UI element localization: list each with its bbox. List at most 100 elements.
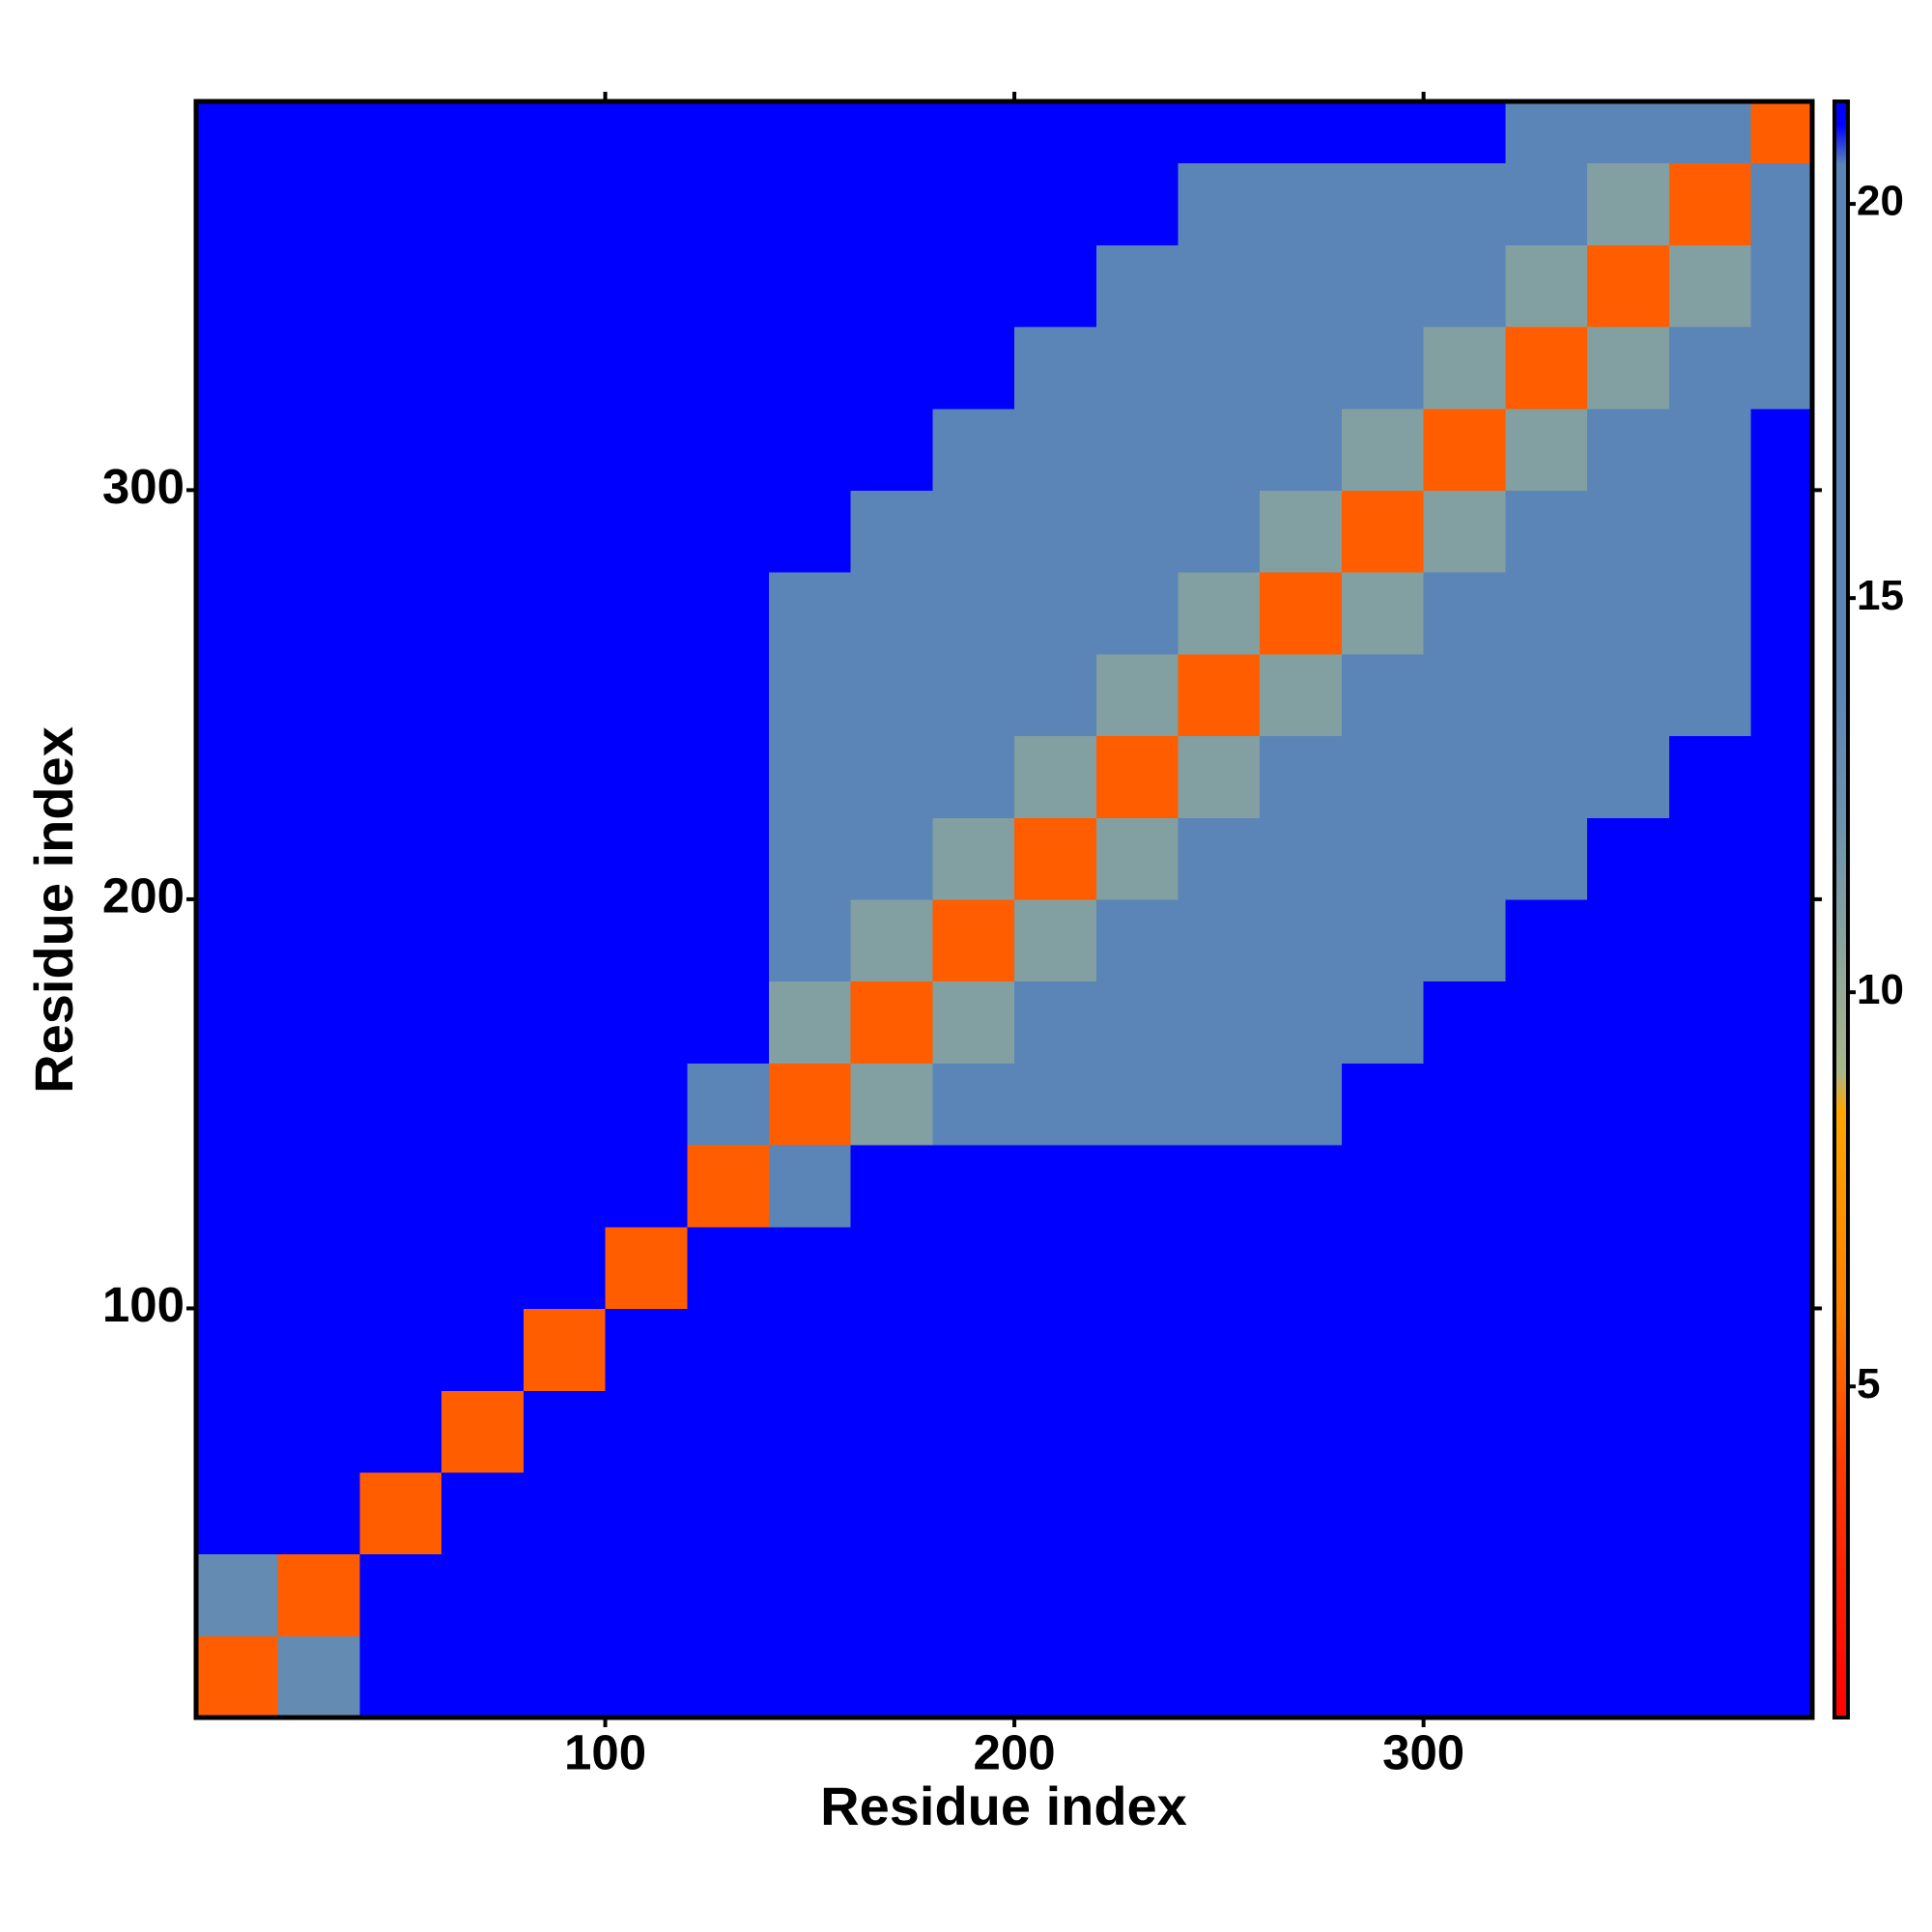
heatmap-cell: [1341, 1471, 1425, 1555]
heatmap-cell: [687, 326, 770, 410]
heatmap-cell: [1423, 1553, 1506, 1636]
heatmap-cell: [1341, 1390, 1425, 1473]
heatmap-cell: [1095, 162, 1179, 245]
heatmap-cell: [359, 408, 442, 491]
heatmap-cell: [932, 1226, 1015, 1310]
heatmap-cell: [1750, 1390, 1813, 1473]
heatmap-cell: [1095, 1226, 1179, 1310]
heatmap-cell: [1341, 1145, 1425, 1228]
heatmap-cell: [687, 572, 770, 655]
heatmap-cell: [1260, 898, 1343, 982]
heatmap-cell: [932, 1145, 1015, 1228]
heatmap-cell: [1668, 1145, 1752, 1228]
heatmap-cell: [196, 735, 279, 818]
heatmap-cell: [605, 490, 688, 573]
heatmap-cell: [1750, 244, 1813, 327]
heatmap-cell: [1014, 1635, 1097, 1719]
heatmap-cell: [1260, 735, 1343, 818]
heatmap-cell: [1587, 980, 1670, 1064]
heatmap-cell: [850, 244, 933, 327]
heatmap-cell: [196, 1471, 279, 1555]
heatmap-cell: [1750, 653, 1813, 737]
heatmap-cell: [196, 1226, 279, 1310]
heatmap-cell: [441, 1390, 525, 1473]
heatmap-cell: [1178, 817, 1261, 900]
heatmap-cell: [277, 817, 361, 900]
heatmap-cell: [1095, 1471, 1179, 1555]
heatmap-cell: [523, 1145, 607, 1228]
heatmap-cell: [1341, 1226, 1425, 1310]
heatmap-cell: [768, 898, 852, 982]
heatmap-cell: [1668, 1226, 1752, 1310]
heatmap-cell: [932, 1553, 1015, 1636]
heatmap-cell: [850, 162, 933, 245]
heatmap-cell: [768, 735, 852, 818]
heatmap-cell: [1014, 980, 1097, 1064]
heatmap-cell: [1668, 244, 1752, 327]
heatmap-cell: [196, 817, 279, 900]
heatmap-cell: [359, 817, 442, 900]
heatmap-cell: [1014, 326, 1097, 410]
heatmap-cell: [687, 101, 770, 164]
heatmap-cell: [196, 490, 279, 573]
heatmap-cell: [523, 326, 607, 410]
heatmap-cell: [1423, 162, 1506, 245]
heatmap-cell: [1505, 1471, 1588, 1555]
heatmap-cell: [441, 653, 525, 737]
x-tick-label: 300: [1382, 1724, 1464, 1779]
heatmap-cell: [1341, 980, 1425, 1064]
heatmap-cell: [1178, 490, 1261, 573]
heatmap-cell: [277, 1635, 361, 1719]
heatmap-cell: [1587, 326, 1670, 410]
heatmap-cell: [1668, 162, 1752, 245]
heatmap-cell: [932, 1308, 1015, 1391]
heatmap-cell: [359, 653, 442, 737]
heatmap-cell: [1014, 898, 1097, 982]
colorbar-tick-label: 20: [1857, 178, 1904, 225]
heatmap-cell: [687, 1226, 770, 1310]
heatmap-cell: [277, 244, 361, 327]
heatmap-cell: [277, 326, 361, 410]
heatmap-cell: [277, 408, 361, 491]
heatmap-cell: [1668, 572, 1752, 655]
heatmap-cell: [1260, 653, 1343, 737]
heatmap-cell: [1341, 1308, 1425, 1391]
heatmap-cell: [1014, 1308, 1097, 1391]
heatmap-cell: [932, 1390, 1015, 1473]
heatmap-cell: [687, 162, 770, 245]
heatmap-cell: [359, 1063, 442, 1146]
heatmap-cell: [1095, 653, 1179, 737]
heatmap-cell: [1260, 490, 1343, 573]
heatmap-cell: [687, 1553, 770, 1636]
heatmap-cell: [196, 1390, 279, 1473]
heatmap-cell: [687, 1471, 770, 1555]
heatmap-cell: [1260, 980, 1343, 1064]
heatmap-cell: [441, 1308, 525, 1391]
heatmap-cell: [1095, 1145, 1179, 1228]
heatmap-cell: [1178, 1390, 1261, 1473]
colorbar: [1833, 99, 1850, 1719]
heatmap-cell: [1750, 817, 1813, 900]
heatmap-cell: [1260, 817, 1343, 900]
heatmap-cell: [359, 572, 442, 655]
heatmap-cell: [441, 244, 525, 327]
heatmap-cell: [1750, 898, 1813, 982]
heatmap-cell: [605, 244, 688, 327]
heatmap-cell: [768, 326, 852, 410]
heatmap-cell: [605, 1635, 688, 1719]
heatmap-cell: [1668, 1635, 1752, 1719]
heatmap-cell: [1423, 653, 1506, 737]
heatmap-cell: [523, 244, 607, 327]
y-tick-label: 200: [102, 867, 185, 923]
heatmap-cell: [523, 490, 607, 573]
heatmap-cell: [523, 101, 607, 164]
heatmap-cell: [1095, 898, 1179, 982]
heatmap-cell: [1423, 817, 1506, 900]
heatmap-cell: [1668, 1063, 1752, 1146]
heatmap-cell: [687, 1145, 770, 1228]
heatmap-cell: [687, 1063, 770, 1146]
heatmap-cell: [1587, 1063, 1670, 1146]
heatmap-cell: [768, 1145, 852, 1228]
heatmap-cell: [1505, 1308, 1588, 1391]
